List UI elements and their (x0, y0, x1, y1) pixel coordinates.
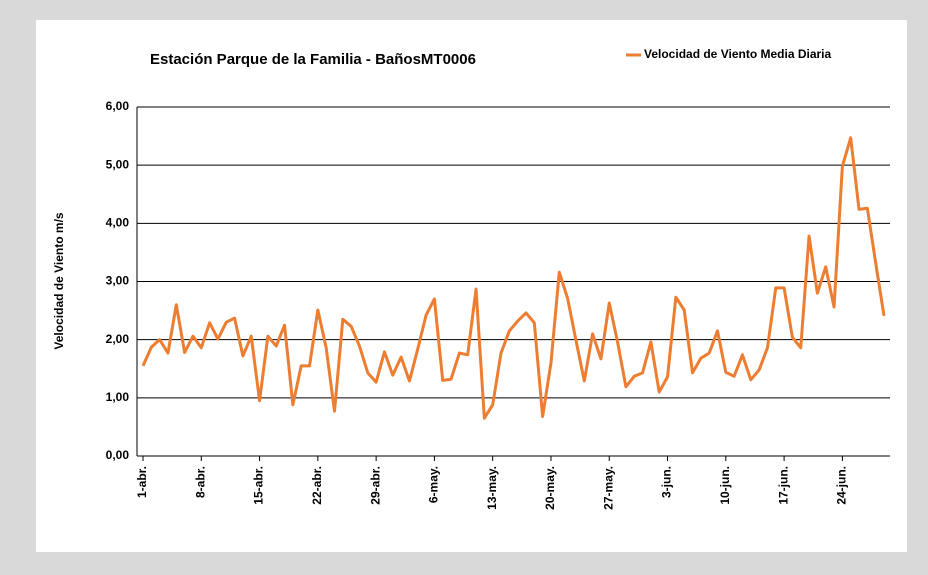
x-tick-label: 1-abr. (135, 466, 149, 498)
x-tick-label: 17-jun. (776, 466, 790, 505)
line-series (141, 136, 886, 420)
x-tick-label: 8-abr. (193, 466, 207, 498)
y-tick-label: 2,00 (106, 332, 130, 346)
y-tick-label: 1,00 (106, 390, 130, 404)
y-tick-label: 0,00 (106, 448, 130, 462)
x-tick-label: 10-jun. (718, 466, 732, 505)
y-tick-label: 5,00 (106, 157, 130, 171)
chart-title: Estación Parque de la Familia - BañosMT0… (150, 51, 476, 68)
x-tick-label: 15-abr. (252, 466, 266, 505)
x-tick-label: 20-may. (543, 466, 557, 510)
y-tick-label: 6,00 (106, 99, 130, 113)
x-tick-label: 3-jun. (660, 466, 674, 498)
legend-label: Velocidad de Viento Media Diaria (644, 47, 831, 61)
x-tick-label: 29-abr. (368, 466, 382, 505)
x-tick-label: 22-abr. (310, 466, 324, 505)
x-tick-label: 13-may. (485, 466, 499, 510)
x-tick-label: 24-jun. (835, 466, 849, 505)
y-axis-label: Velocidad de Viento m/s (52, 212, 66, 349)
y-tick-label: 4,00 (106, 216, 130, 230)
x-tick-label: 6-may. (427, 466, 441, 503)
chart-panel (36, 20, 907, 552)
x-tick-label: 27-may. (601, 466, 615, 510)
y-tick-label: 3,00 (106, 274, 130, 288)
